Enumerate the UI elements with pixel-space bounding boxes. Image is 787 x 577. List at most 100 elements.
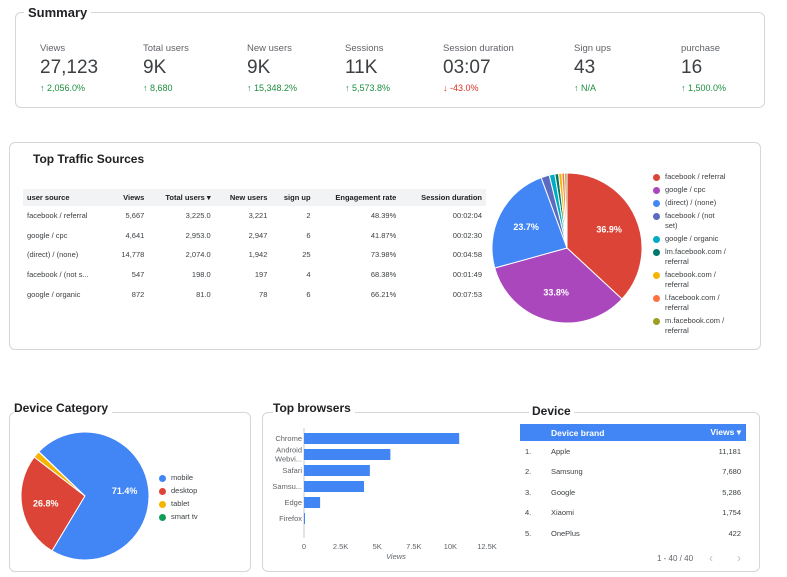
column-header[interactable]: Views xyxy=(109,189,149,206)
table-cell: 78 xyxy=(259,289,268,299)
x-tick-label: 12.5K xyxy=(477,542,497,551)
table-row[interactable]: 1. Apple 11,181 xyxy=(520,441,746,462)
pie-slice-mobile[interactable] xyxy=(38,431,150,561)
pager-label: 1 - 40 / 40 xyxy=(657,554,694,563)
kpi-label: purchase xyxy=(681,43,721,54)
table-row[interactable]: google / organic 872 81.0 78 6 66.21% 00:07:53 xyxy=(23,284,486,304)
browsers-title: Top browsers xyxy=(273,401,355,415)
legend-swatch-icon xyxy=(653,174,660,181)
legend-item[interactable]: mobile xyxy=(159,473,249,483)
table-row[interactable]: facebook / (not s... 547 198.0 197 4 68.38% 00… xyxy=(23,265,486,285)
legend-item[interactable]: desktop xyxy=(159,486,249,496)
kpi-value: 9K xyxy=(247,57,271,78)
pie-data-label: 71.4% xyxy=(112,486,138,496)
kpi-session-duration[interactable]: Session duration 03:07 ↓ -43.0% xyxy=(443,43,514,93)
table-row[interactable]: (direct) / (none) 14,778 2,074.0 1,942 25 73.… xyxy=(23,245,486,265)
table-cell: 2,947 xyxy=(248,230,268,240)
kpi-delta: ↑ 15,348.2% xyxy=(247,83,298,93)
kpi-sessions[interactable]: Sessions 11K ↑ 5,573.8% xyxy=(345,43,390,93)
kpi-value: 03:07 xyxy=(443,57,491,78)
table-cell: 81.0 xyxy=(196,289,211,299)
kpi-sign-ups[interactable]: Sign ups 43 ↑ N/A xyxy=(574,43,611,93)
device-table: Device brand Views ▾ 1. Apple 11,181 2. Sam… xyxy=(520,424,746,544)
legend-item[interactable]: google / organic xyxy=(653,234,743,244)
bar-chrome[interactable] xyxy=(304,433,460,444)
bar-firefox[interactable] xyxy=(304,513,305,524)
column-header[interactable]: Total users ▾ xyxy=(148,189,215,206)
legend-swatch-icon xyxy=(653,200,660,207)
rank-header xyxy=(520,424,546,441)
table-cell: 2,074.0 xyxy=(185,250,211,260)
category-tick-label: Safari xyxy=(282,466,302,475)
table-cell: 68.38% xyxy=(370,270,397,280)
table-cell: 5,667 xyxy=(125,211,145,221)
arrow-down-icon: ↓ xyxy=(443,83,448,93)
pie-slice-facebook-referral[interactable] xyxy=(566,172,643,300)
legend-item[interactable]: tablet xyxy=(159,499,249,509)
column-header[interactable]: user source xyxy=(23,189,110,206)
kpi-delta: ↑ 5,573.8% xyxy=(345,83,391,93)
legend-swatch-icon xyxy=(159,501,166,508)
column-header[interactable]: Views ▾ xyxy=(667,424,746,441)
table-cell: 2 xyxy=(306,211,311,221)
category-tick-label: Firefox xyxy=(279,514,302,523)
legend-item[interactable]: l.facebook.com / referral xyxy=(653,293,733,313)
bar-android-webvi-[interactable] xyxy=(304,449,391,460)
category-tick-label: Chrome xyxy=(275,434,302,443)
kpi-total-users[interactable]: Total users 9K ↑ 8,680 xyxy=(143,43,189,93)
table-cell: 25 xyxy=(302,250,311,260)
kpi-purchase[interactable]: purchase 16 ↑ 1,500.0% xyxy=(681,43,726,93)
chevron-right-icon[interactable]: › xyxy=(737,551,741,565)
arrow-up-icon: ↑ xyxy=(40,83,45,93)
legend-swatch-icon xyxy=(653,295,660,302)
pie-slice-m-facebook-com-referral[interactable] xyxy=(564,172,568,249)
legend-item[interactable]: google / cpc xyxy=(653,185,743,195)
legend-item[interactable]: facebook / (not set) xyxy=(653,211,728,231)
traffic-table: user source Views Total users ▾ New user… xyxy=(23,189,486,304)
table-cell: 66.21% xyxy=(370,289,397,299)
legend-swatch-icon xyxy=(653,249,660,256)
column-header[interactable]: sign up xyxy=(271,189,315,206)
legend-item[interactable]: smart tv xyxy=(159,512,249,522)
pie-slice--direct-none-[interactable] xyxy=(491,176,568,269)
arrow-up-icon: ↑ xyxy=(681,83,686,93)
device-views: 5,286 xyxy=(722,487,741,497)
table-row[interactable]: 3. Google 5,286 xyxy=(520,482,746,503)
column-header[interactable]: Session duration xyxy=(400,189,486,206)
kpi-delta: ↓ -43.0% xyxy=(443,83,479,93)
category-tick-label: Edge xyxy=(284,498,302,507)
device-category-pie-chart[interactable]: 26.8% 71.4% xyxy=(20,431,150,562)
legend-swatch-icon xyxy=(653,272,660,279)
legend-item[interactable]: facebook / referral xyxy=(653,172,743,182)
legend-item[interactable]: lm.facebook.com / referral xyxy=(653,247,738,267)
table-cell: facebook / referral xyxy=(27,211,88,221)
chevron-left-icon[interactable]: ‹ xyxy=(709,551,713,565)
column-header[interactable]: New users xyxy=(214,189,272,206)
bar-samsu-[interactable] xyxy=(304,481,365,492)
table-cell: google / organic xyxy=(27,289,81,299)
pie-slice-desktop[interactable] xyxy=(20,456,86,552)
bar-edge[interactable] xyxy=(304,497,321,508)
legend-item[interactable]: (direct) / (none) xyxy=(653,198,743,208)
summary-card: Summary Views 27,123 ↑ 2,056.0% Total us… xyxy=(15,5,765,108)
table-row[interactable]: facebook / referral 5,667 3,225.0 3,221 2 48.… xyxy=(23,206,486,226)
device-views: 11,181 xyxy=(718,446,741,456)
table-row[interactable]: 5. OnePlus 422 xyxy=(520,523,746,544)
kpi-value: 43 xyxy=(574,57,596,78)
legend-item[interactable]: facebook.com / referral xyxy=(653,270,733,290)
table-cell: facebook / (not s... xyxy=(27,270,89,280)
device-views: 422 xyxy=(728,528,741,538)
table-row[interactable]: 4. Xiaomi 1,754 xyxy=(520,503,746,524)
traffic-pie-chart[interactable]: 36.9% 33.8% 23.7% xyxy=(490,171,650,331)
column-header[interactable]: Device brand xyxy=(546,424,668,441)
legend-item[interactable]: m.facebook.com / referral xyxy=(653,316,738,336)
pie-slice-google-cpc[interactable] xyxy=(494,247,623,324)
table-row[interactable]: 2. Samsung 7,680 xyxy=(520,462,746,483)
table-row[interactable]: google / cpc 4,641 2,953.0 2,947 6 41.87% 00:0… xyxy=(23,226,486,246)
kpi-views[interactable]: Views 27,123 ↑ 2,056.0% xyxy=(40,43,98,93)
kpi-new-users[interactable]: New users 9K ↑ 15,348.2% xyxy=(247,43,297,93)
column-header[interactable]: Engagement rate xyxy=(314,189,401,206)
table-cell: 6 xyxy=(306,230,311,240)
bar-safari[interactable] xyxy=(304,465,370,476)
